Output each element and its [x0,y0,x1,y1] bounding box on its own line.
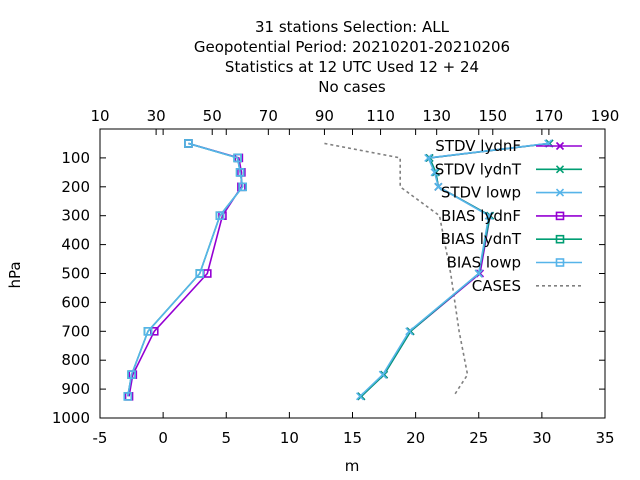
legend-swatch-marker [555,188,565,197]
series-3 [356,139,553,401]
x-tick-label: 0 [158,429,168,447]
data-point [356,392,365,401]
data-point [195,269,205,278]
legend-label: BIAS lydnT [440,230,521,248]
legend-entry: BIAS lowp [447,254,582,272]
x2-tick-label: 150 [478,107,507,125]
x2-tick-label: 90 [315,107,334,125]
data-point [143,326,153,336]
data-point [379,370,389,379]
data-point [238,182,247,192]
x-tick-label: -5 [93,429,108,447]
legend-label: STDV lowp [441,184,521,202]
data-point [484,211,493,220]
data-point [184,139,193,148]
x2-tick-label: 70 [259,107,278,125]
data-point [235,168,245,177]
series-line [128,142,243,397]
x-tick-label: 20 [406,429,425,447]
legend-entry: STDV lowp [441,184,582,202]
data-point [474,269,483,278]
cases-line [324,142,469,397]
data-point [434,182,443,191]
series-5 [123,139,247,401]
x-tick-label: 5 [221,429,231,447]
y-tick-label: 400 [61,236,90,254]
data-point [405,327,414,336]
y-tick-label: 900 [61,380,90,398]
legend-label: STDV lydnF [435,137,521,155]
legend: STDV lydnF STDV lydnT STDV lowp BIAS lydnF B… [435,137,582,295]
y-tick-label: 500 [61,265,90,283]
series-6 [123,139,247,401]
legend-entry: BIAS lydnF [441,207,582,225]
x2-tick-label: 170 [535,107,564,125]
x-tick-label: 25 [469,429,488,447]
y-tick-label: 700 [61,322,90,340]
legend-swatch-marker [555,165,565,174]
x-tick-label: 15 [343,429,362,447]
x-tick-label: 10 [280,429,299,447]
y-axis-ticks: 100 200 300 400 500 600 700 800 900 1000 [52,149,605,427]
series-line [126,142,244,397]
legend-entry: CASES [472,277,582,295]
x2-tick-label: 30 [147,107,166,125]
data-point [233,153,242,163]
chart-title: 31 stations Selection: ALL Geopotential … [194,18,510,96]
x2-tick-label: 190 [591,107,620,125]
y-tick-label: 200 [61,178,90,196]
data-point [378,370,387,379]
y-tick-label: 600 [61,293,90,311]
title-line-4: No cases [318,78,386,96]
legend-entry: STDV lydnT [435,160,582,178]
title-line-3: Statistics at 12 UTC Used 12 + 24 [225,58,479,76]
data-point [430,168,439,177]
data-point [127,370,136,379]
x-tick-label: 35 [595,429,614,447]
title-line-1: 31 stations Selection: ALL [255,18,450,36]
data-point [424,153,433,162]
legend-swatch-marker [555,234,565,244]
legend-swatch-marker [555,141,565,151]
data-point [215,211,225,220]
series-cases [324,142,469,397]
series-line [126,142,244,397]
legend-swatch-marker [555,258,565,267]
series-layer [123,139,554,401]
legend-entry: BIAS lydnT [440,230,582,248]
data-point [475,269,485,278]
y-axis-label: hPa [6,261,24,288]
title-line-2: Geopotential Period: 20210201-20210206 [194,38,510,56]
legend-label: BIAS lowp [447,254,521,272]
x2-tick-label: 130 [422,107,451,125]
legend-label: CASES [472,277,521,295]
legend-swatch-marker [555,211,565,221]
x2-tick-label: 50 [203,107,222,125]
legend-label: STDV lydnT [435,160,522,178]
legend-label: BIAS lydnF [441,207,521,225]
y-tick-label: 1000 [52,409,90,427]
data-point [123,392,133,401]
y-tick-label: 800 [61,351,90,369]
y-tick-label: 100 [61,149,90,167]
y-tick-label: 300 [61,207,90,225]
x2-axis-ticks: 10 30 50 70 90 110 130 150 170 190 [90,107,619,135]
x2-tick-label: 110 [366,107,395,125]
x-tick-label: 30 [532,429,551,447]
x-axis-label: m [345,457,360,475]
series-4 [124,139,246,401]
x2-tick-label: 10 [90,107,109,125]
plot-area [99,128,606,419]
legend-entry: STDV lydnF [435,137,582,155]
x-axis-ticks: -5 0 5 10 15 20 25 30 35 [93,129,615,447]
